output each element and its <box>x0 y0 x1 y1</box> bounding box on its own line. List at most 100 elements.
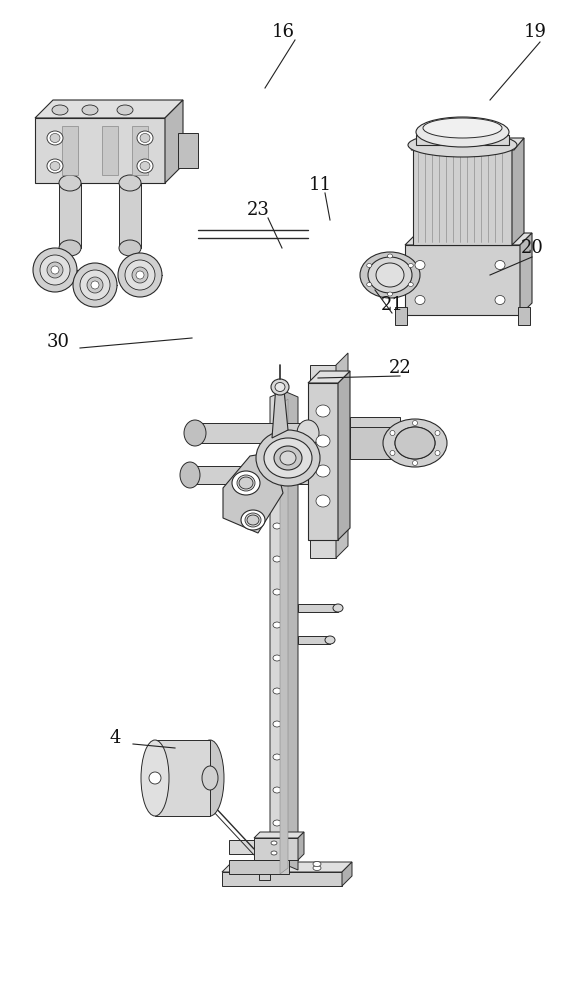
Ellipse shape <box>271 841 277 845</box>
Polygon shape <box>254 832 304 838</box>
Ellipse shape <box>316 435 330 447</box>
Ellipse shape <box>80 270 110 300</box>
Ellipse shape <box>313 861 321 866</box>
Ellipse shape <box>368 257 412 293</box>
Ellipse shape <box>435 430 440 436</box>
Ellipse shape <box>273 523 281 529</box>
Polygon shape <box>280 399 288 874</box>
Polygon shape <box>350 427 415 459</box>
Ellipse shape <box>395 427 435 459</box>
Ellipse shape <box>360 252 420 298</box>
Polygon shape <box>222 862 352 872</box>
Ellipse shape <box>47 262 63 278</box>
Ellipse shape <box>119 240 141 256</box>
Ellipse shape <box>196 740 224 816</box>
Polygon shape <box>102 126 118 175</box>
Ellipse shape <box>333 604 343 612</box>
Ellipse shape <box>91 281 99 289</box>
Ellipse shape <box>408 263 413 267</box>
Ellipse shape <box>495 296 505 304</box>
Ellipse shape <box>243 865 251 870</box>
Ellipse shape <box>73 263 117 307</box>
Text: 11: 11 <box>309 176 332 194</box>
Polygon shape <box>308 371 350 383</box>
Polygon shape <box>518 307 530 325</box>
Ellipse shape <box>232 471 260 495</box>
Ellipse shape <box>202 766 218 790</box>
Ellipse shape <box>275 382 285 391</box>
Ellipse shape <box>390 430 395 436</box>
Polygon shape <box>298 832 304 860</box>
Polygon shape <box>119 183 141 248</box>
Polygon shape <box>338 371 350 540</box>
Ellipse shape <box>239 477 253 489</box>
Polygon shape <box>195 423 308 443</box>
Polygon shape <box>229 840 289 854</box>
Polygon shape <box>350 417 400 437</box>
Polygon shape <box>520 233 532 315</box>
Ellipse shape <box>125 260 155 290</box>
Ellipse shape <box>87 277 103 293</box>
Ellipse shape <box>325 636 335 644</box>
Ellipse shape <box>184 420 206 446</box>
Ellipse shape <box>367 282 371 286</box>
Ellipse shape <box>280 451 296 465</box>
Ellipse shape <box>140 161 150 170</box>
Ellipse shape <box>388 254 393 258</box>
Ellipse shape <box>141 740 169 816</box>
Ellipse shape <box>59 240 81 256</box>
Polygon shape <box>411 138 524 150</box>
Polygon shape <box>395 307 407 325</box>
Ellipse shape <box>50 161 60 170</box>
Ellipse shape <box>132 267 148 283</box>
Ellipse shape <box>273 655 281 661</box>
Ellipse shape <box>273 589 281 595</box>
Ellipse shape <box>117 105 133 115</box>
Polygon shape <box>222 872 342 886</box>
Ellipse shape <box>237 475 255 491</box>
Ellipse shape <box>495 260 505 269</box>
Polygon shape <box>298 636 330 644</box>
Ellipse shape <box>383 419 447 467</box>
Polygon shape <box>165 100 183 183</box>
Ellipse shape <box>273 457 281 463</box>
Ellipse shape <box>59 175 81 191</box>
Ellipse shape <box>51 266 59 274</box>
Ellipse shape <box>367 263 371 267</box>
Polygon shape <box>298 604 338 612</box>
Ellipse shape <box>313 865 321 870</box>
Ellipse shape <box>390 450 395 456</box>
Ellipse shape <box>50 133 60 142</box>
Ellipse shape <box>273 754 281 760</box>
Polygon shape <box>254 838 298 860</box>
Polygon shape <box>336 528 348 558</box>
Ellipse shape <box>408 282 413 286</box>
Text: 4: 4 <box>109 729 121 747</box>
Ellipse shape <box>247 515 259 525</box>
Polygon shape <box>342 862 352 886</box>
Text: 19: 19 <box>523 23 546 41</box>
Ellipse shape <box>415 296 425 304</box>
Ellipse shape <box>47 131 63 145</box>
Ellipse shape <box>137 159 153 173</box>
Polygon shape <box>284 391 298 870</box>
Polygon shape <box>132 126 148 175</box>
Ellipse shape <box>149 772 161 784</box>
Ellipse shape <box>264 438 312 478</box>
Ellipse shape <box>273 556 281 562</box>
Text: 23: 23 <box>247 201 270 219</box>
Polygon shape <box>229 860 289 874</box>
Ellipse shape <box>256 430 320 486</box>
Ellipse shape <box>52 105 68 115</box>
Polygon shape <box>259 840 270 880</box>
Ellipse shape <box>273 622 281 628</box>
Ellipse shape <box>316 405 330 417</box>
Ellipse shape <box>47 159 63 173</box>
Ellipse shape <box>395 427 435 459</box>
Ellipse shape <box>136 271 144 279</box>
Ellipse shape <box>245 513 261 527</box>
Polygon shape <box>405 233 532 245</box>
Polygon shape <box>190 466 308 484</box>
Ellipse shape <box>271 379 289 395</box>
Polygon shape <box>155 740 210 816</box>
